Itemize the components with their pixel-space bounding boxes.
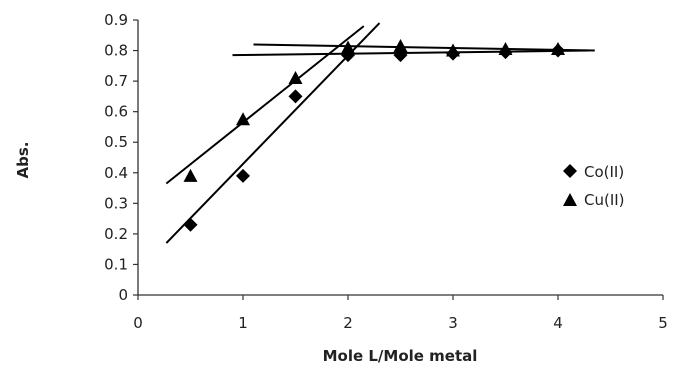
x-tick-label: 5 <box>658 314 668 332</box>
x-tick-label: 4 <box>553 314 563 332</box>
axes <box>137 20 663 296</box>
data-point-cuii <box>183 168 198 182</box>
legend-marker-cu <box>563 193 577 206</box>
data-point-cuii <box>446 43 460 57</box>
y-tick-label: 0.9 <box>104 11 128 29</box>
trendlines <box>165 22 595 244</box>
y-tick-label: 0.1 <box>104 255 128 273</box>
legend: Co(II) Cu(II) <box>563 163 625 209</box>
y-tick-label: 0.2 <box>104 225 128 243</box>
trendline-coii <box>165 22 381 244</box>
data-point-cuii <box>288 71 303 85</box>
y-ticks: 0 0.1 0.2 0.3 0.4 0.5 0.6 0.7 0.8 0.9 <box>104 11 138 304</box>
data-point-cuii <box>551 42 565 56</box>
x-tick-label: 3 <box>448 314 458 332</box>
legend-label-co: Co(II) <box>584 163 624 181</box>
legend-item-co: Co(II) <box>563 163 624 181</box>
data-point-coii <box>236 168 250 183</box>
trendline-cuii <box>253 43 595 52</box>
data-point-coii <box>183 217 198 232</box>
trendline-coii <box>232 49 590 57</box>
x-ticks: 0 1 2 3 4 5 <box>133 295 668 332</box>
x-tick-label: 2 <box>343 314 353 332</box>
legend-label-cu: Cu(II) <box>584 191 625 209</box>
y-tick-label: 0.4 <box>104 164 128 182</box>
y-tick-label: 0.7 <box>104 72 128 90</box>
y-tick-label: 0.6 <box>104 103 128 121</box>
data-point-cuii <box>341 40 355 54</box>
x-axis-title: Mole L/Mole metal <box>323 347 478 365</box>
legend-item-cu: Cu(II) <box>563 191 625 209</box>
data-point-cuii <box>393 38 408 52</box>
x-tick-label: 0 <box>133 314 143 332</box>
y-tick-label: 0.8 <box>104 42 128 60</box>
x-tick-label: 1 <box>238 314 248 332</box>
y-axis-title: Abs. <box>14 142 32 179</box>
legend-marker-co <box>563 164 577 178</box>
trendline-cuii <box>165 25 365 185</box>
data-point-cuii <box>236 112 250 126</box>
y-tick-label: 0 <box>118 286 128 304</box>
data-point-cuii <box>498 42 513 56</box>
y-tick-label: 0.5 <box>104 133 128 151</box>
data-point-coii <box>288 89 303 104</box>
markers <box>183 38 565 232</box>
y-tick-label: 0.3 <box>104 194 128 212</box>
